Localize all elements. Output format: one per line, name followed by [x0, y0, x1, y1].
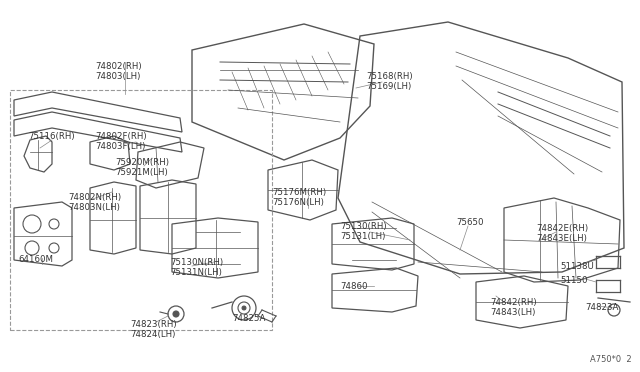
Text: A750*0  2: A750*0 2 — [590, 355, 632, 364]
Text: 74860: 74860 — [340, 282, 367, 291]
Text: 75168(RH)
75169(LH): 75168(RH) 75169(LH) — [366, 72, 413, 92]
Bar — [10, 90, 272, 330]
Circle shape — [242, 306, 246, 310]
Text: 75920M(RH)
75921M(LH): 75920M(RH) 75921M(LH) — [115, 158, 169, 177]
Text: 75176M(RH)
75176N(LH): 75176M(RH) 75176N(LH) — [272, 188, 326, 208]
Circle shape — [173, 311, 179, 317]
Text: 74802(RH)
74803(LH): 74802(RH) 74803(LH) — [95, 62, 141, 81]
Text: 74842(RH)
74843(LH): 74842(RH) 74843(LH) — [490, 298, 536, 317]
Text: 74842E(RH)
74843E(LH): 74842E(RH) 74843E(LH) — [536, 224, 588, 243]
Text: 75650: 75650 — [456, 218, 483, 227]
Text: 75130(RH)
75131(LH): 75130(RH) 75131(LH) — [340, 222, 387, 241]
Text: 74802F(RH)
74803F(LH): 74802F(RH) 74803F(LH) — [95, 132, 147, 151]
Text: 74825A: 74825A — [232, 314, 266, 323]
Text: 74823(RH)
74824(LH): 74823(RH) 74824(LH) — [130, 320, 177, 339]
Text: 64160M: 64160M — [18, 255, 53, 264]
Text: 74802N(RH)
74803N(LH): 74802N(RH) 74803N(LH) — [68, 193, 121, 212]
Text: 75130N(RH)
75131N(LH): 75130N(RH) 75131N(LH) — [170, 258, 223, 278]
Text: 51138U: 51138U — [560, 262, 594, 271]
Text: 51150: 51150 — [560, 276, 588, 285]
Text: 74823A: 74823A — [585, 303, 618, 312]
Text: 75116(RH): 75116(RH) — [28, 132, 75, 141]
